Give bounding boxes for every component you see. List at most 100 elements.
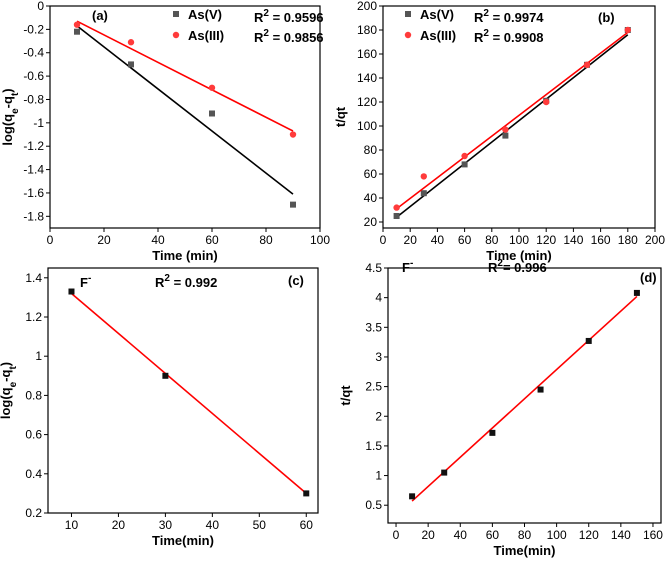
y-tick-label: 1 [375, 469, 382, 483]
r-squared-value: = 0.996 [503, 260, 547, 275]
x-tick-label: 40 [431, 233, 445, 247]
r-squared-value: = 0.992 [170, 275, 217, 290]
data-point-square [461, 161, 468, 168]
species-label: F- [80, 273, 91, 290]
data-point-circle [393, 204, 400, 211]
panel-label: (a) [92, 8, 108, 23]
r-squared-annotation: R2= 0.996 [488, 258, 547, 275]
y-tick-label: 1.5 [365, 439, 382, 453]
x-tick-label: 60 [205, 233, 219, 247]
y-tick-label: 4 [375, 291, 382, 305]
r-squared-annotation: R2 = 0.9974 [474, 8, 544, 25]
x-tick-label: 120 [536, 233, 556, 247]
y-tick-label: 120 [357, 95, 377, 109]
y-tick-label: 0.2 [25, 506, 42, 520]
y-axis-title-part: log(q [0, 114, 15, 146]
x-tick-label: 160 [643, 528, 663, 542]
legend-label: As(III) [420, 28, 456, 43]
y-axis-title-subscript: t [10, 92, 21, 96]
x-axis-title: Time(min) [494, 543, 556, 558]
data-point-circle [583, 61, 591, 68]
fit-line-2 [396, 31, 629, 210]
r-squared-superscript: 2 [164, 273, 170, 284]
y-tick-label: -0.6 [23, 69, 44, 83]
data-point-square [68, 288, 75, 295]
x-tick-label: 180 [618, 233, 638, 247]
r-squared-superscript: 2 [497, 258, 503, 269]
data-point-square [420, 190, 427, 197]
x-tick-label: 80 [518, 528, 532, 542]
x-tick-label: 40 [454, 528, 468, 542]
chart-panel-2: 0 20 40 60 80 100 120 140 160 180 2002040608010012… [333, 0, 665, 263]
r-squared-superscript: 2 [263, 28, 269, 39]
r-squared-superscript: 2 [263, 8, 269, 19]
data-point-square [633, 289, 640, 296]
r-squared-annotation: R2 = 0.9908 [474, 28, 544, 45]
x-tick-label: 20 [404, 233, 418, 247]
y-axis-title-subscript: e [10, 108, 21, 114]
y-axis-title-part: t/qt [338, 385, 353, 406]
y-tick-label: -1.6 [23, 186, 44, 200]
species-superscript: - [88, 273, 91, 284]
x-tick-label: 50 [253, 518, 267, 532]
x-tick-label: 20 [112, 518, 126, 532]
r-squared-superscript: 2 [483, 28, 489, 39]
y-tick-label: 160 [357, 47, 377, 61]
y-tick-label: 0.5 [365, 498, 382, 512]
x-tick-label: 100 [547, 528, 567, 542]
y-tick-label: -1.4 [23, 163, 44, 177]
legend-label: As(V) [188, 7, 222, 22]
y-axis-title: log(qe-qt) [0, 362, 19, 419]
y-tick-label: -0.4 [23, 46, 44, 60]
data-point-circle [420, 173, 427, 180]
legend-marker-circle [404, 31, 412, 39]
data-point-square [290, 201, 296, 208]
legend-label: As(V) [420, 7, 454, 22]
y-axis-title-part: t/qt [333, 106, 348, 127]
y-tick-label: 4.5 [365, 261, 382, 275]
r-squared-symbol: R [254, 10, 264, 25]
fit-line-1 [396, 34, 629, 218]
y-tick-label: 80 [364, 143, 378, 157]
x-tick-label: 160 [591, 233, 611, 247]
legend-marker-circle [172, 31, 180, 39]
y-axis-title-subscript: t [8, 366, 19, 370]
y-tick-label: 60 [364, 167, 378, 181]
data-point-square [128, 61, 134, 68]
species-symbol: F [80, 275, 88, 290]
data-point-square [74, 28, 80, 35]
x-tick-label: 80 [485, 233, 499, 247]
y-tick-label: 0 [37, 0, 44, 13]
r-squared-value: = 0.9908 [489, 30, 544, 45]
legend-label: As(III) [188, 28, 224, 43]
y-tick-label: 40 [364, 191, 378, 205]
data-point-square [393, 213, 400, 219]
legend-marker-square [173, 11, 179, 17]
y-tick-label: 3.5 [365, 320, 382, 334]
r-squared-symbol: R [474, 10, 484, 25]
r-squared-value: = 0.9974 [489, 10, 544, 25]
x-tick-label: 40 [206, 518, 220, 532]
r-squared-annotation: R2 = 0.9596 [254, 8, 324, 25]
r-squared-superscript: 2 [483, 8, 489, 19]
x-tick-label: 140 [611, 528, 631, 542]
panel-label: (c) [288, 273, 304, 288]
fit-line-1 [70, 292, 307, 495]
panel-label: (d) [640, 270, 657, 285]
x-tick-label: 10 [65, 518, 79, 532]
data-point-circle [127, 39, 135, 46]
legend-marker-square [405, 11, 411, 17]
x-tick-label: 60 [300, 518, 314, 532]
data-point-square [409, 493, 416, 500]
x-tick-label: 60 [458, 233, 472, 247]
x-tick-label: 100 [310, 233, 330, 247]
data-point-circle [461, 152, 468, 160]
data-point-circle [208, 84, 216, 91]
r-squared-symbol: R [155, 275, 165, 290]
x-tick-label: 20 [421, 528, 435, 542]
y-tick-label: -0.2 [23, 22, 44, 36]
data-point-square [502, 132, 509, 139]
y-axis-title-part: ) [0, 88, 15, 92]
y-axis-title: t/qt [333, 106, 348, 127]
data-point-circle [289, 131, 297, 138]
